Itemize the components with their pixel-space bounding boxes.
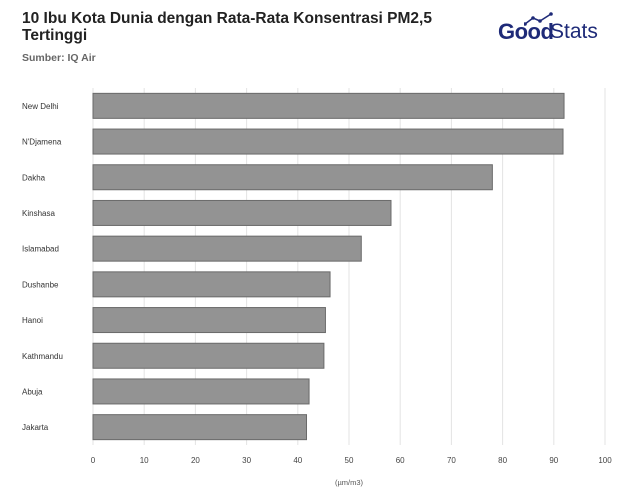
x-tick-labels: 0 10 20 30 40 50 60 70 80 90 100 xyxy=(91,456,612,465)
category-label: Kinshasa xyxy=(22,209,55,218)
category-label: Hanoi xyxy=(22,316,43,325)
x-tick-label: 80 xyxy=(498,456,507,465)
bar xyxy=(92,199,392,226)
category-label: Dakha xyxy=(22,173,46,182)
bar xyxy=(92,342,325,369)
category-label: Jakarta xyxy=(22,423,49,432)
x-tick-label: 20 xyxy=(191,456,200,465)
x-tick-label: 100 xyxy=(598,456,612,465)
x-axis-title: (µm/m3) xyxy=(335,478,364,487)
category-label: N'Djamena xyxy=(22,138,62,147)
bar xyxy=(92,128,564,155)
chart-title: 10 Ibu Kota Dunia dengan Rata-Rata Konse… xyxy=(22,10,432,44)
x-tick-label: 60 xyxy=(396,456,405,465)
bar xyxy=(92,414,308,441)
category-label: Islamabad xyxy=(22,245,59,254)
trend-sparkline-icon xyxy=(524,12,553,26)
category-labels: New Delhi N'Djamena Dakha Kinshasa Islamabad… xyxy=(22,102,63,432)
bar xyxy=(92,92,565,119)
x-tick-label: 90 xyxy=(549,456,558,465)
bar xyxy=(92,271,331,298)
bar xyxy=(92,307,326,334)
x-tick-label: 50 xyxy=(345,456,354,465)
bar xyxy=(92,164,493,191)
x-tick-label: 30 xyxy=(242,456,251,465)
logo-text-stats: Stats xyxy=(550,20,598,43)
x-tick-label: 10 xyxy=(140,456,149,465)
goodstats-logo: Good Stats xyxy=(498,12,608,46)
x-tick-label: 40 xyxy=(293,456,302,465)
chart-source: Sumber: IQ Air xyxy=(22,52,96,64)
bar xyxy=(92,235,362,262)
bar xyxy=(92,378,310,405)
x-tick-label: 70 xyxy=(447,456,456,465)
category-label: New Delhi xyxy=(22,102,59,111)
category-label: Dushanbe xyxy=(22,280,59,289)
category-label: Abuja xyxy=(22,387,43,396)
x-tick-label: 0 xyxy=(91,456,96,465)
bars xyxy=(92,92,565,441)
category-label: Kathmandu xyxy=(22,352,63,361)
